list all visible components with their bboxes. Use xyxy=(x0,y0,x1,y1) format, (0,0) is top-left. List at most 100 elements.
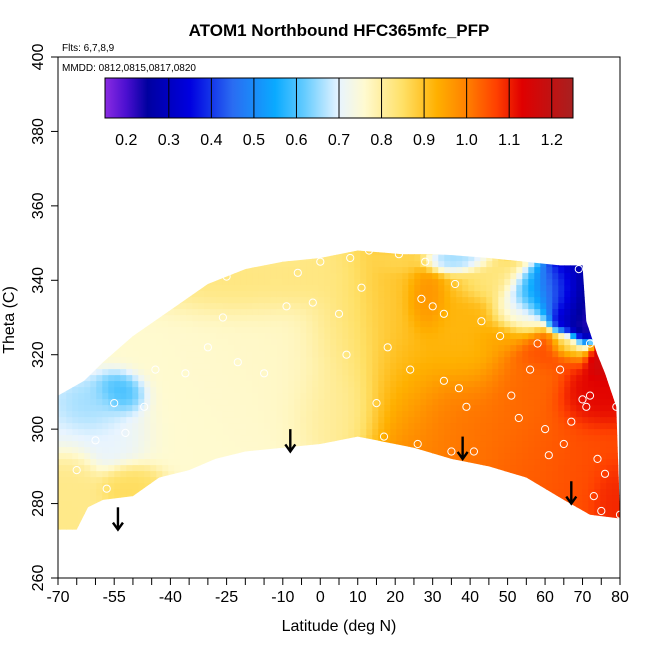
heatmap-cell-217 xyxy=(78,369,85,376)
heatmap-cell-59 xyxy=(60,303,67,310)
heatmap-cell-921 xyxy=(162,477,169,484)
heatmap-cell-1666 xyxy=(258,243,265,250)
heatmap-cell-3058 xyxy=(426,363,433,370)
heatmap-cell-2932 xyxy=(408,489,415,496)
heatmap-cell-4114 xyxy=(552,525,559,530)
heatmap-cell-2679 xyxy=(378,441,385,448)
heatmap-cell-1049 xyxy=(180,363,187,370)
heatmap-cell-3931 xyxy=(534,309,541,316)
heatmap-cell-3082 xyxy=(426,507,433,514)
heatmap-cell-1028 xyxy=(174,531,181,538)
heatmap-cell-4117 xyxy=(558,250,565,256)
heatmap-cell-1651 xyxy=(252,447,259,454)
heatmap-cell-2284 xyxy=(330,423,337,430)
heatmap-cell-2135 xyxy=(312,411,319,418)
heatmap-cell-4522 xyxy=(606,327,613,334)
colorbar-tick-8: 1.0 xyxy=(456,132,478,149)
heatmap-cell-1285 xyxy=(210,309,217,316)
heatmap-cell-1667 xyxy=(258,250,265,256)
heatmap-cell-356 xyxy=(96,321,103,328)
heatmap-cell-173 xyxy=(72,399,79,406)
heatmap-cell-469 xyxy=(108,411,115,418)
heatmap-cell-675 xyxy=(132,471,139,478)
heatmap-cell-3560 xyxy=(486,435,493,442)
heatmap-cell-486 xyxy=(108,513,115,520)
heatmap-cell-1222 xyxy=(198,519,205,526)
heatmap-cell-4523 xyxy=(606,333,613,340)
heatmap-cell-2397 xyxy=(342,513,349,520)
heatmap-cell-4472 xyxy=(600,321,607,328)
heatmap-cell-385 xyxy=(96,495,103,502)
heatmap-cell-1165 xyxy=(192,471,199,478)
heatmap-cell-3636 xyxy=(498,303,505,310)
heatmap-cell-915 xyxy=(162,441,169,448)
heatmap-cell-3108 xyxy=(432,369,439,376)
heatmap-cell-3797 xyxy=(516,387,523,394)
heatmap-cell-3645 xyxy=(498,357,505,364)
heatmap-cell-3335 xyxy=(462,261,469,268)
heatmap-cell-93 xyxy=(60,507,67,514)
heatmap-cell-146 xyxy=(66,531,73,538)
heatmap-cell-3736 xyxy=(510,315,517,322)
heatmap-cell-3277 xyxy=(450,501,457,508)
heatmap-cell-3262 xyxy=(450,411,457,418)
heatmap-cell-4511 xyxy=(606,261,613,268)
heatmap-cell-1490 xyxy=(234,363,241,370)
heatmap-cell-945 xyxy=(168,327,175,334)
heatmap-cell-3308 xyxy=(456,393,463,400)
heatmap-cell-648 xyxy=(132,309,139,316)
heatmap-cell-1805 xyxy=(270,489,277,496)
heatmap-cell-562 xyxy=(120,381,127,388)
heatmap-cell-888 xyxy=(162,279,169,286)
heatmap-cell-4201 xyxy=(564,459,571,466)
heatmap-cell-1298 xyxy=(210,387,217,394)
heatmap-cell-1564 xyxy=(240,513,247,520)
heatmap-cell-3266 xyxy=(450,435,457,442)
heatmap-cell-3554 xyxy=(486,399,493,406)
heatmap-cell-2092 xyxy=(306,447,313,454)
heatmap-cell-3688 xyxy=(504,321,511,328)
heatmap-cell-2842 xyxy=(402,243,409,250)
heatmap-cell-4174 xyxy=(564,297,571,304)
heatmap-cell-1495 xyxy=(234,393,241,400)
heatmap-cell-1880 xyxy=(282,351,289,358)
heatmap-cell-1065 xyxy=(180,459,187,466)
heatmap-cell-1885 xyxy=(282,381,289,388)
heatmap-cell-2106 xyxy=(306,531,313,538)
heatmap-cell-2592 xyxy=(366,507,373,514)
heatmap-cell-2747 xyxy=(390,261,397,268)
heatmap-cell-493 xyxy=(114,261,121,268)
heatmap-cell-2513 xyxy=(360,327,367,334)
heatmap-cell-581 xyxy=(120,495,127,502)
heatmap-cell-2667 xyxy=(378,369,385,376)
heatmap-cell-39 xyxy=(58,477,61,484)
heatmap-cell-300 xyxy=(90,279,97,286)
heatmap-cell-3970 xyxy=(540,250,547,256)
heatmap-cell-4047 xyxy=(546,417,553,424)
heatmap-cell-4077 xyxy=(552,303,559,310)
sample-point-5 xyxy=(140,402,149,411)
heatmap-cell-4606 xyxy=(618,243,625,250)
heatmap-cell-4571 xyxy=(612,327,619,334)
heatmap-cell-4056 xyxy=(546,471,553,478)
heatmap-cell-2741 xyxy=(384,519,391,526)
heatmap-cell-1802 xyxy=(270,471,277,478)
heatmap-cell-4054 xyxy=(546,459,553,466)
heatmap-cell-159 xyxy=(72,315,79,322)
heatmap-cell-3173 xyxy=(438,465,445,472)
heatmap-cell-160 xyxy=(72,321,79,328)
heatmap-cell-1398 xyxy=(222,399,229,406)
heatmap-cell-2962 xyxy=(414,375,421,382)
heatmap-cell-4644 xyxy=(618,471,620,478)
heatmap-cell-2895 xyxy=(408,267,415,274)
heatmap-cell-716 xyxy=(138,423,145,430)
heatmap-cell-4314 xyxy=(582,255,589,262)
heatmap-cell-3512 xyxy=(480,441,487,448)
heatmap-cell-1860 xyxy=(276,525,283,530)
heatmap-cell-2629 xyxy=(372,435,379,442)
heatmap-cell-2293 xyxy=(330,477,337,484)
heatmap-cell-4567 xyxy=(612,303,619,310)
heatmap-cell-3154 xyxy=(438,351,445,358)
x-tick-label-5: 0 xyxy=(316,589,325,606)
heatmap-cell-3766 xyxy=(510,495,517,502)
